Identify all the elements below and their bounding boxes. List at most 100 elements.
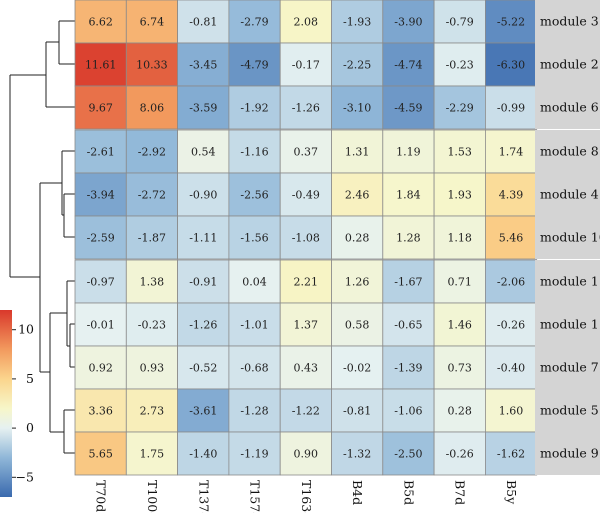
cell-value-label: 2.73 xyxy=(140,405,165,418)
heatmap-cell xyxy=(279,431,332,476)
cell-value-label: -2.79 xyxy=(240,16,268,29)
cell-value-label: 1.74 xyxy=(499,146,524,159)
column-label: B5y xyxy=(504,480,519,505)
cell-value-label: -2.61 xyxy=(87,146,115,159)
heatmap-cell xyxy=(125,129,179,174)
heatmap-cell xyxy=(228,431,281,476)
cell-value-label: -0.65 xyxy=(394,319,422,332)
cell-value-label: -2.92 xyxy=(138,146,166,159)
heatmap-cell xyxy=(279,302,332,347)
heatmap-cell xyxy=(279,345,332,390)
row-label: module 5 xyxy=(540,403,599,418)
cell-value-label: -0.01 xyxy=(87,319,115,332)
heatmap-cell xyxy=(177,85,230,130)
heatmap-cell xyxy=(331,172,384,217)
heatmap-cell xyxy=(177,431,230,476)
heatmap-cell xyxy=(125,388,179,433)
column-labels: T70d T100d T137d T157d T163d B4d B5d B7d B5y xyxy=(94,480,519,513)
cell-value-label: -1.62 xyxy=(497,448,525,461)
cell-value-label: 0.28 xyxy=(345,232,370,245)
cell-value-label: -4.74 xyxy=(394,59,422,72)
column-label: T157d xyxy=(248,480,263,513)
cell-value-label: -1.92 xyxy=(240,102,268,115)
column-label: T163d xyxy=(299,480,314,513)
cell-value-label: -0.52 xyxy=(189,362,217,375)
cell-value-label: -0.49 xyxy=(292,189,320,202)
cell-value-label: -3.94 xyxy=(87,189,115,202)
heatmap-cell xyxy=(484,85,538,130)
cell-value-label: -0.26 xyxy=(497,319,525,332)
cell-value-label: -1.16 xyxy=(240,146,268,159)
cell-value-label: -1.28 xyxy=(240,405,268,418)
cell-value-label: -3.59 xyxy=(189,102,217,115)
cell-value-label: 0.04 xyxy=(242,276,267,289)
cell-value-label: 0.93 xyxy=(140,362,165,375)
cell-value-label: 1.46 xyxy=(447,319,472,332)
cell-value-label: -0.26 xyxy=(446,448,474,461)
cell-value-label: -3.90 xyxy=(394,16,422,29)
cell-value-label: 1.37 xyxy=(294,319,319,332)
heatmap-cell xyxy=(228,85,281,130)
heatmap-cell xyxy=(484,215,538,260)
heatmap-cell xyxy=(331,0,384,44)
cell-value-label: -5.22 xyxy=(497,16,525,29)
heatmap-cell xyxy=(484,345,538,390)
cell-value-label: -4.59 xyxy=(394,102,422,115)
cell-value-label: -0.90 xyxy=(189,189,217,202)
cell-value-label: 8.06 xyxy=(140,102,165,115)
row-label: module 1 xyxy=(540,317,599,332)
heatmap-cell xyxy=(484,431,538,476)
heatmap-cell xyxy=(125,215,179,260)
cell-value-label: 10.33 xyxy=(136,59,168,72)
heatmap-cell xyxy=(433,215,486,260)
column-label: T100d xyxy=(145,480,160,513)
row-label: module 11 xyxy=(540,274,600,289)
cell-value-label: 0.54 xyxy=(191,146,216,159)
cell-value-label: -1.26 xyxy=(292,102,320,115)
heatmap-cell xyxy=(125,345,179,390)
cell-value-label: 6.74 xyxy=(140,16,165,29)
heatmap-cell xyxy=(279,259,332,304)
cell-value-label: -1.56 xyxy=(240,232,268,245)
cell-value-label: -2.06 xyxy=(497,276,525,289)
row-group-panel xyxy=(535,130,600,259)
cell-value-label: 9.67 xyxy=(88,102,113,115)
cell-value-label: 1.75 xyxy=(140,448,165,461)
colorbar-tick-label: 10 xyxy=(18,322,34,337)
cell-value-label: 0.90 xyxy=(294,448,319,461)
heatmap-cell xyxy=(484,0,538,44)
column-label: B7d xyxy=(453,480,468,505)
row-label: module 4 xyxy=(540,187,599,202)
cell-value-label: -0.02 xyxy=(343,362,371,375)
row-label: module 7 xyxy=(540,360,599,375)
cell-value-label: -1.01 xyxy=(240,319,268,332)
cell-value-label: 1.26 xyxy=(345,276,370,289)
row-dendrogram xyxy=(9,20,75,454)
heatmap-cell xyxy=(433,259,486,304)
heatmap-cell xyxy=(382,345,435,390)
cell-value-label: 1.31 xyxy=(345,146,370,159)
cell-value-label: -1.26 xyxy=(189,319,217,332)
cell-value-label: 11.61 xyxy=(85,59,117,72)
cell-value-label: -0.99 xyxy=(497,102,525,115)
cell-value-label: -0.91 xyxy=(189,276,217,289)
heatmap-cell xyxy=(484,42,538,87)
cell-value-label: -1.11 xyxy=(189,232,217,245)
cell-value-label: 5.65 xyxy=(88,448,113,461)
row-label: module 9 xyxy=(540,446,599,461)
heatmap-cell xyxy=(228,129,281,174)
heatmap-cell xyxy=(484,172,538,217)
heatmap-cell xyxy=(331,388,384,433)
cell-value-label: -3.45 xyxy=(189,59,217,72)
heatmap-cell xyxy=(433,388,486,433)
heatmap-cell xyxy=(279,215,332,260)
row-label: module 10 xyxy=(540,230,600,245)
heatmap-cell xyxy=(279,129,332,174)
heatmap-cell xyxy=(433,0,486,44)
cell-value-label: -1.39 xyxy=(394,362,422,375)
cell-value-label: 0.43 xyxy=(294,362,319,375)
cell-value-label: -1.08 xyxy=(292,232,320,245)
cell-value-label: 2.08 xyxy=(294,16,319,29)
heatmap-cell xyxy=(125,431,179,476)
